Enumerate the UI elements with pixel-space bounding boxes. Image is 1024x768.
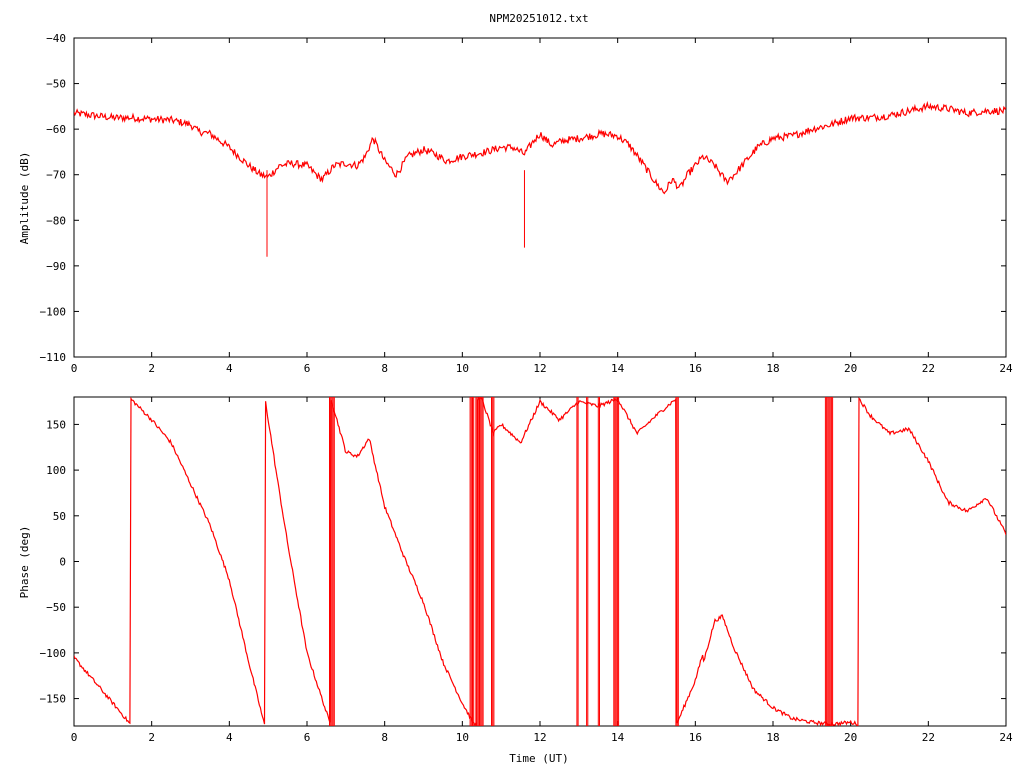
amplitude-y-axis-title: Amplitude (dB): [18, 152, 31, 245]
amplitude-x-tick-label: 14: [611, 362, 625, 375]
phase-x-tick-label: 0: [71, 731, 78, 744]
phase-y-tick-label: −100: [40, 647, 67, 660]
amplitude-y-tick-label: −80: [46, 214, 66, 227]
phase-x-axis-title: Time (UT): [509, 752, 569, 765]
amplitude-x-tick-label: 6: [304, 362, 311, 375]
amplitude-x-tick-label: 2: [148, 362, 155, 375]
phase-y-tick-label: 150: [46, 418, 66, 431]
amplitude-y-tick-label: −100: [40, 305, 67, 318]
phase-x-tick-label: 10: [456, 731, 469, 744]
amplitude-plot: Amplitude (dB) 0 2 4 6 8 10 12 14 16 18 20 22 24−40−…: [18, 32, 1013, 375]
amplitude-series-line: [74, 100, 1006, 195]
amplitude-x-tick-label: 0: [71, 362, 78, 375]
phase-y-tick-label: 50: [53, 510, 66, 523]
phase-y-tick-label: 100: [46, 464, 66, 477]
phase-plot-frame: [73, 396, 1007, 727]
amplitude-x-tick-label: 8: [381, 362, 388, 375]
amplitude-x-tick-label: 18: [766, 362, 779, 375]
phase-x-tick-label: 8: [381, 731, 388, 744]
amplitude-plot-frame: [73, 37, 1007, 358]
phase-plot: Phase (deg) Time (UT) 0 2 4 6 8 10 12 14 16 18 20 2…: [18, 396, 1013, 765]
phase-y-tick-label: −50: [46, 601, 66, 614]
amplitude-x-tick-label: 24: [999, 362, 1013, 375]
phase-x-tick-label: 6: [304, 731, 311, 744]
chart-title: NPM20251012.txt: [489, 12, 588, 25]
amplitude-y-tick-label: −70: [46, 169, 66, 182]
phase-series-line: [74, 397, 1006, 726]
phase-y-tick-label: −150: [40, 693, 67, 706]
amplitude-y-tick-label: −60: [46, 123, 66, 136]
phase-x-tick-label: 18: [766, 731, 779, 744]
amplitude-y-tick-label: −110: [40, 351, 67, 364]
phase-x-tick-label: 20: [844, 731, 857, 744]
phase-x-tick-label: 12: [533, 731, 546, 744]
phase-x-tick-label: 24: [999, 731, 1013, 744]
phase-x-tick-label: 2: [148, 731, 155, 744]
amplitude-x-tick-label: 16: [689, 362, 702, 375]
amplitude-y-tick-label: −50: [46, 78, 66, 91]
amplitude-y-tick-label: −90: [46, 260, 66, 273]
phase-y-tick-label: 0: [59, 556, 66, 569]
amplitude-x-tick-label: 12: [533, 362, 546, 375]
phase-x-tick-label: 4: [226, 731, 233, 744]
amplitude-x-tick-label: 4: [226, 362, 233, 375]
phase-x-tick-label: 22: [922, 731, 935, 744]
phase-y-axis-title: Phase (deg): [18, 526, 31, 599]
amplitude-x-tick-label: 10: [456, 362, 469, 375]
amplitude-y-tick-label: −40: [46, 32, 66, 45]
amplitude-x-tick-label: 20: [844, 362, 857, 375]
phase-x-tick-label: 14: [611, 731, 625, 744]
amplitude-x-tick-label: 22: [922, 362, 935, 375]
phase-x-tick-label: 16: [689, 731, 702, 744]
